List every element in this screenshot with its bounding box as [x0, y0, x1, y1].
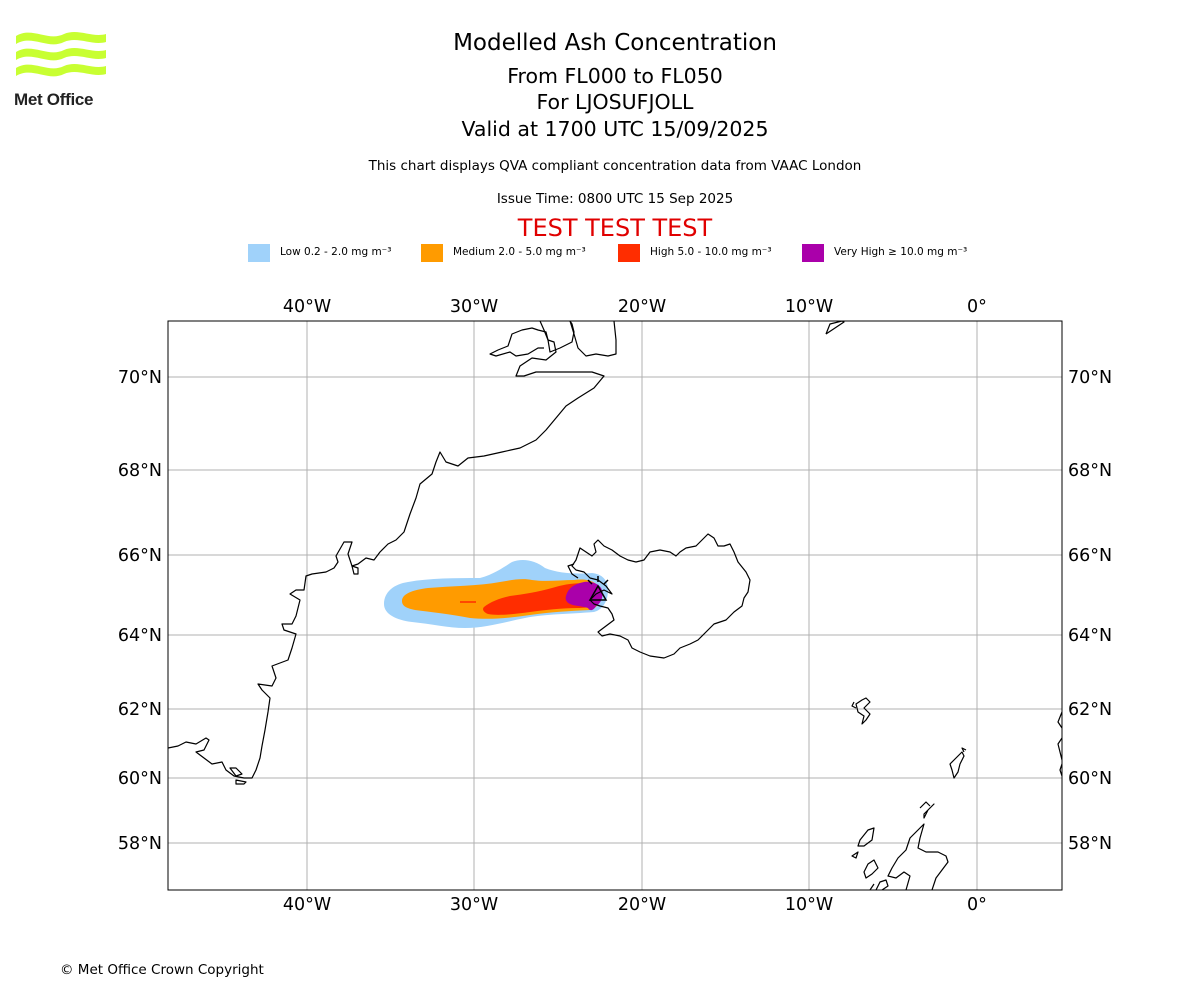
- test-banner: TEST TEST TEST: [517, 214, 713, 242]
- legend-swatch-medium: [421, 244, 443, 262]
- legend-label-low: Low 0.2 - 2.0 mg m⁻³: [280, 246, 392, 258]
- lon-labels-top: 40°W 30°W 20°W 10°W 0°: [283, 297, 987, 317]
- legend-label-high: High 5.0 - 10.0 mg m⁻³: [650, 246, 772, 258]
- lat-label: 62°N: [118, 700, 162, 720]
- ash-plume: [384, 560, 608, 628]
- lon-label: 10°W: [785, 297, 833, 317]
- valid-time: Valid at 1700 UTC 15/09/2025: [461, 117, 769, 141]
- chart-title: Modelled Ash Concentration: [453, 30, 777, 56]
- legend-swatch-low: [248, 244, 270, 262]
- issue-time: Issue Time: 0800 UTC 15 Sep 2025: [496, 191, 734, 207]
- lat-label: 66°N: [1068, 546, 1112, 566]
- lat-label: 68°N: [1068, 461, 1112, 481]
- lat-labels-left: 70°N 68°N 66°N 64°N 62°N 60°N 58°N: [118, 368, 162, 854]
- lon-labels-bottom: 40°W 30°W 20°W 10°W 0°: [283, 895, 987, 915]
- lon-label: 20°W: [618, 895, 666, 915]
- lon-label: 30°W: [450, 297, 498, 317]
- scotland-coastline: [887, 823, 949, 890]
- greenland-coastline: [168, 327, 605, 779]
- lon-label: 0°: [967, 895, 987, 915]
- lat-label: 58°N: [118, 834, 162, 854]
- lat-label: 64°N: [1068, 626, 1112, 646]
- lat-label: 58°N: [1068, 834, 1112, 854]
- lon-label: 0°: [967, 297, 987, 317]
- lat-label: 66°N: [118, 546, 162, 566]
- volcano-icon: [587, 576, 609, 601]
- lon-label: 30°W: [450, 895, 498, 915]
- lat-labels-right: 70°N 68°N 66°N 64°N 62°N 60°N 58°N: [1068, 368, 1112, 854]
- map-frame: [167, 320, 1063, 891]
- lon-label: 40°W: [283, 297, 331, 317]
- lon-label: 40°W: [283, 895, 331, 915]
- legend-swatch-high: [618, 244, 640, 262]
- copyright-notice: © Met Office Crown Copyright: [60, 962, 264, 978]
- lat-label: 70°N: [118, 368, 162, 388]
- compliance-note: This chart displays QVA compliant concen…: [368, 158, 862, 174]
- met-office-waves-icon: [16, 32, 106, 77]
- legend-label-very-high: Very High ≥ 10.0 mg m⁻³: [834, 246, 968, 258]
- lat-label: 60°N: [118, 769, 162, 789]
- lat-label: 62°N: [1068, 700, 1112, 720]
- faroe-coastline: [855, 697, 871, 725]
- iceland-coastline: [571, 533, 751, 659]
- logo-text: Met Office: [14, 90, 94, 109]
- legend-label-medium: Medium 2.0 - 5.0 mg m⁻³: [453, 246, 586, 258]
- lat-label: 70°N: [1068, 368, 1112, 388]
- coastlines: [168, 321, 1062, 890]
- shetland-coastline: [949, 751, 965, 779]
- lat-label: 60°N: [1068, 769, 1112, 789]
- flight-level-range: From FL000 to FL050: [507, 64, 723, 88]
- legend-swatch-very-high: [802, 244, 824, 262]
- met-office-logo: Met Office: [14, 28, 108, 112]
- lon-label: 20°W: [618, 297, 666, 317]
- volcano-name: For LJOSUFJOLL: [536, 90, 694, 114]
- lat-label: 64°N: [118, 626, 162, 646]
- lon-label: 10°W: [785, 895, 833, 915]
- lat-label: 68°N: [118, 461, 162, 481]
